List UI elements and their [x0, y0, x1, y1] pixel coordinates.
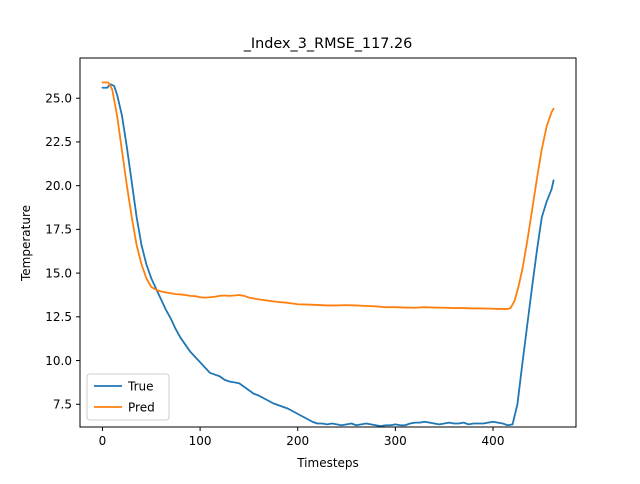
- y-axis-ticks: 7.5 10.0 12.5 15.0 17.5 20.0 22.5 25.0: [45, 92, 80, 412]
- y-tick-label: 22.5: [45, 135, 72, 149]
- x-tick-label: 0: [99, 434, 107, 448]
- x-tick-label: 400: [482, 434, 505, 448]
- x-axis-label: Timesteps: [296, 456, 359, 470]
- legend-label-pred: Pred: [128, 400, 155, 414]
- y-tick-label: 10.0: [45, 354, 72, 368]
- chart-title: _Index_3_RMSE_117.26: [243, 36, 413, 52]
- y-tick-label: 25.0: [45, 92, 72, 106]
- y-tick-label: 17.5: [45, 223, 72, 237]
- x-axis-ticks: 0 100 200 300 400: [99, 427, 505, 448]
- y-tick-label: 20.0: [45, 179, 72, 193]
- series-line-pred: [101, 81, 555, 310]
- legend-label-true: True: [127, 379, 154, 393]
- y-tick-label: 7.5: [53, 398, 72, 412]
- x-tick-label: 300: [384, 434, 407, 448]
- series-line-true: [101, 83, 555, 428]
- y-tick-label: 15.0: [45, 266, 72, 280]
- y-axis-label: Temperature: [19, 205, 33, 282]
- legend: True Pred: [86, 373, 170, 421]
- x-tick-label: 200: [286, 434, 309, 448]
- plot-frame: [79, 57, 577, 428]
- y-tick-label: 12.5: [45, 310, 72, 324]
- x-tick-label: 100: [189, 434, 212, 448]
